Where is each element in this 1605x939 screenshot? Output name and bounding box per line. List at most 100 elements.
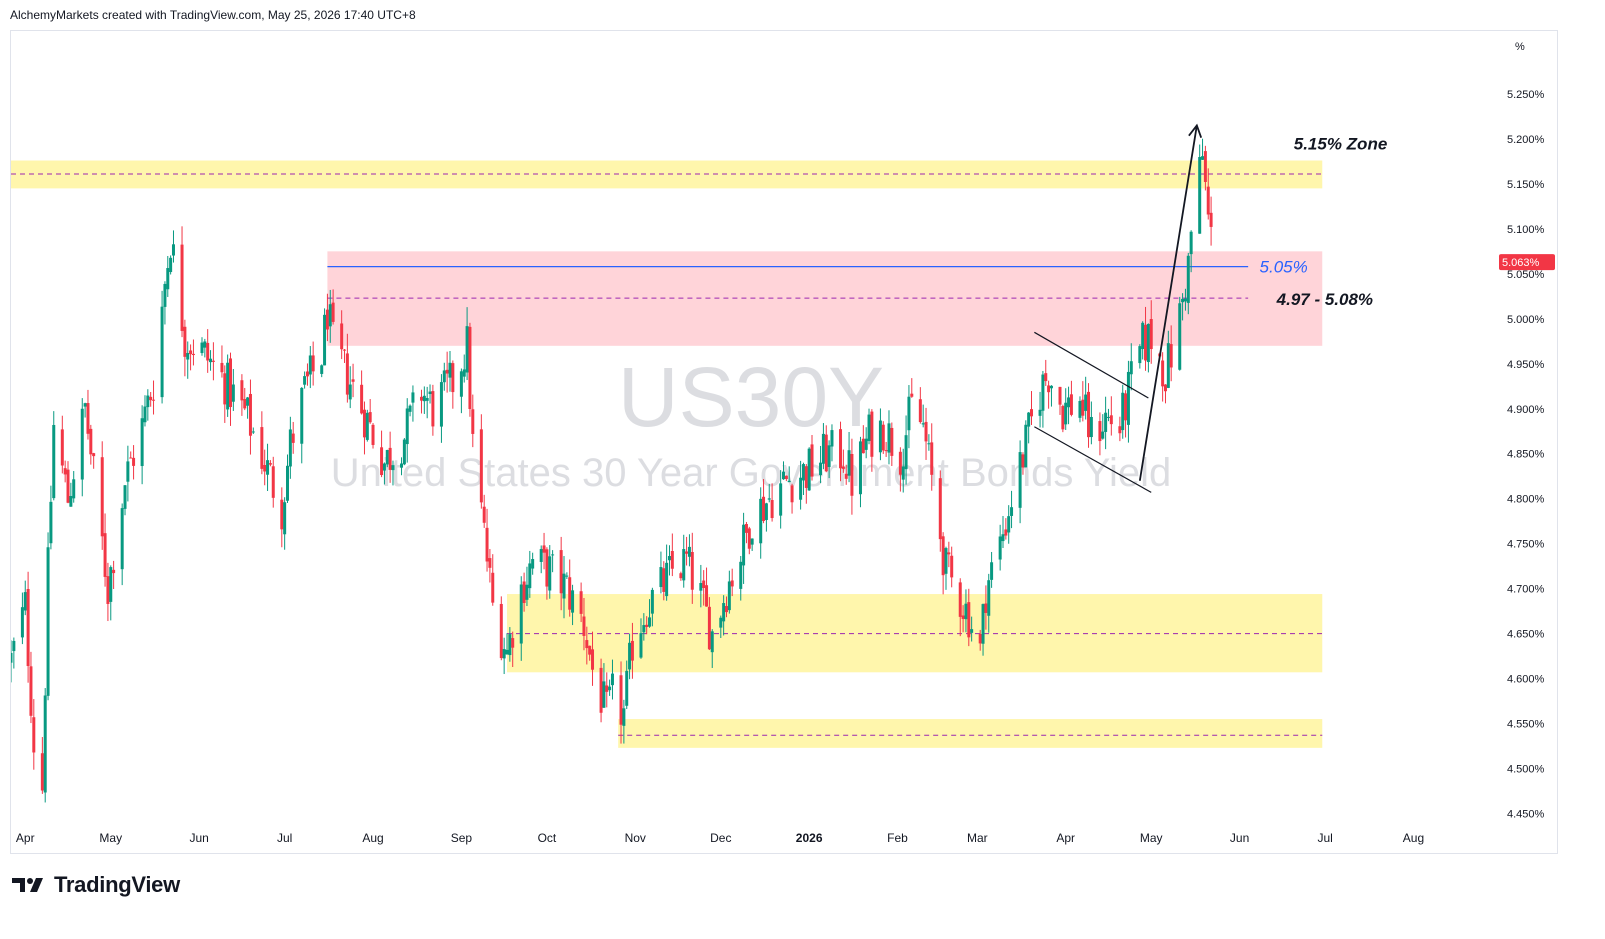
candle-body — [146, 395, 150, 408]
candle-body — [782, 471, 786, 480]
candle-body — [1084, 394, 1088, 411]
candle-body — [499, 603, 503, 659]
candle-body — [328, 304, 332, 327]
candle-body — [724, 606, 728, 613]
candle-body — [807, 448, 811, 491]
time-tick-label: 2026 — [796, 831, 823, 845]
candle-body — [163, 283, 167, 307]
price-tick-label: 4.600% — [1507, 674, 1545, 686]
chart-header-credit: AlchemyMarkets created with TradingView.… — [10, 8, 416, 22]
candle-body — [1161, 360, 1165, 387]
candle-body — [508, 634, 512, 656]
candle-body — [183, 326, 187, 357]
annotation-label-1: 5.05% — [1260, 258, 1308, 277]
candle-body — [542, 545, 546, 553]
candle-body — [602, 681, 606, 708]
candle-body — [759, 498, 763, 544]
candle-body — [428, 391, 432, 395]
candle-body — [120, 508, 124, 570]
candle-body — [405, 408, 409, 445]
candle-body — [1101, 431, 1105, 439]
candle-body — [519, 584, 523, 644]
zones-layer — [11, 160, 1323, 748]
candle-body — [60, 429, 64, 466]
candle-body — [864, 438, 868, 450]
tradingview-logo-icon — [12, 878, 43, 892]
candle-body — [941, 536, 945, 576]
candle-body — [431, 391, 435, 427]
candle-body — [411, 392, 415, 403]
candle-body — [551, 554, 555, 556]
candle-body — [240, 380, 244, 401]
candle-body — [744, 524, 748, 533]
candle-body — [402, 439, 406, 465]
candle-body — [591, 649, 595, 670]
candle-body — [622, 708, 626, 726]
candle-body — [345, 353, 349, 395]
candle-body — [648, 617, 652, 627]
watermark-description: United States 30 Year Government Bonds Y… — [331, 451, 1172, 495]
candle-body — [824, 434, 828, 472]
candle-body — [288, 429, 292, 467]
candle-body — [918, 399, 922, 423]
candle-body — [779, 483, 783, 516]
candle-body — [961, 615, 965, 619]
candle-body — [186, 352, 190, 360]
candle-body — [659, 567, 663, 588]
time-axis[interactable]: Apr May Jun Jul Aug Sep Oct Nov Dec 2026 Feb Mar Apr… — [16, 831, 1424, 845]
candle-body — [881, 424, 885, 451]
price-tick-label: 4.700% — [1507, 584, 1545, 596]
candle-body — [191, 353, 195, 356]
chart-frame[interactable]: US30Y United States 30 Year Government B… — [10, 30, 1558, 854]
candle-body — [1181, 298, 1185, 303]
candle-body — [679, 573, 683, 579]
chart-canvas[interactable]: US30Y United States 30 Year Government B… — [11, 31, 1559, 855]
candle-body — [625, 670, 629, 706]
candle-body — [325, 309, 329, 330]
candle-body — [1118, 426, 1122, 434]
candle-body — [348, 384, 352, 400]
candle-body — [1146, 323, 1150, 363]
candle-body — [978, 633, 982, 644]
price-axis[interactable]: % 5.250% 5.200% 5.150% 5.100% 5.050% 5.000% 4.… — [1499, 41, 1555, 821]
price-tick-label: 4.850% — [1507, 449, 1545, 461]
candle-body — [465, 326, 469, 373]
candle-body — [930, 442, 934, 475]
candle-body — [160, 306, 164, 398]
candle-body — [830, 430, 834, 447]
candle-body — [599, 667, 603, 713]
last-price-label: 5.063% — [1502, 257, 1540, 269]
candle-body — [1206, 186, 1210, 215]
candle-body — [388, 447, 392, 470]
price-tick-label: 5.250% — [1507, 89, 1545, 101]
candle-body — [1067, 397, 1071, 408]
candle-body — [707, 606, 711, 650]
flag-lower-line[interactable] — [1034, 426, 1152, 493]
candle-body — [343, 349, 347, 351]
candle-body — [1189, 231, 1193, 255]
candle-body — [1198, 157, 1202, 234]
candle-body — [907, 396, 911, 431]
candle-body — [710, 631, 714, 653]
candle-body — [63, 468, 67, 475]
candle-body — [23, 592, 27, 611]
candle-body — [362, 409, 366, 438]
candle-body — [152, 399, 156, 401]
breakout-arrow-line[interactable] — [1138, 125, 1198, 481]
candle-body — [950, 555, 954, 578]
candle-body — [1030, 409, 1034, 417]
candle-body — [171, 244, 175, 256]
candle-body — [699, 583, 703, 591]
candle-body — [1186, 255, 1190, 303]
flag-upper-line[interactable] — [1034, 331, 1149, 399]
price-tick-label: 4.900% — [1507, 404, 1545, 416]
annotation-label-0: 5.15% Zone — [1294, 134, 1388, 153]
candle-body — [921, 423, 925, 425]
candle-body — [20, 607, 24, 638]
candle-body — [1141, 322, 1145, 350]
candle-body — [1010, 507, 1014, 516]
candle-body — [331, 302, 335, 322]
price-axis-unit: % — [1515, 41, 1525, 53]
candle-body — [667, 556, 671, 561]
candle-body — [650, 589, 654, 614]
